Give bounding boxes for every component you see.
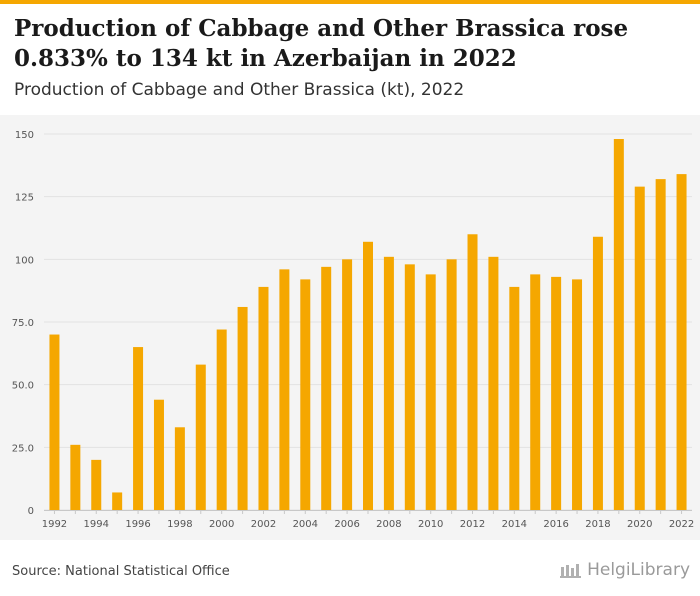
x-tick-label: 1994 (84, 519, 109, 530)
bar-2006 (342, 259, 353, 510)
bar-2000 (216, 329, 227, 510)
bar-2004 (300, 279, 311, 510)
x-tick-label: 1996 (125, 519, 150, 530)
x-tick-label: 2012 (460, 519, 485, 530)
bar-2015 (530, 274, 541, 510)
x-tick-label: 2022 (669, 519, 694, 530)
y-tick-label: 25.0 (12, 443, 34, 454)
bar-1996 (133, 347, 144, 510)
bar-chart: 0 25.0 50.0 75.0 100 125 150 1992 1994 1996 1998 2… (12, 130, 695, 530)
logo-text: HelgiLibrary (587, 560, 690, 580)
x-tick-label: 2002 (251, 519, 276, 530)
bar-1993 (70, 444, 81, 510)
y-tick-label: 100 (15, 255, 34, 266)
bar-2010 (425, 274, 436, 510)
x-tick-label: 2014 (502, 519, 527, 530)
y-tick-label: 150 (15, 130, 34, 141)
helgi-library-logo: HelgiLibrary (560, 560, 690, 580)
y-tick-label: 125 (15, 193, 34, 204)
bar-2016 (551, 276, 562, 510)
bar-1995 (112, 492, 123, 510)
y-tick-labels: 0 25.0 50.0 75.0 100 125 150 (12, 130, 34, 517)
bar-2020 (634, 186, 645, 510)
bar-2013 (488, 256, 499, 510)
bar-2017 (572, 279, 583, 510)
bar-2009 (404, 264, 415, 510)
bar-2002 (258, 286, 269, 510)
x-tick-label: 2018 (585, 519, 610, 530)
bar-2014 (509, 286, 520, 510)
x-tick-label: 1992 (42, 519, 67, 530)
bar-2021 (655, 179, 666, 510)
library-icon (560, 564, 582, 578)
bar-1997 (153, 399, 164, 510)
x-tick-label: 2004 (293, 519, 318, 530)
x-tick-label: 2000 (209, 519, 234, 530)
bar-2003 (279, 269, 290, 510)
source-note: Source: National Statistical Office (12, 564, 230, 579)
y-tick-label: 75.0 (12, 318, 34, 329)
bar-1994 (91, 459, 102, 510)
bars (49, 139, 687, 511)
bar-2005 (321, 266, 332, 510)
bar-2008 (383, 256, 394, 510)
chart-title: Production of Cabbage and Other Brassica… (14, 15, 629, 72)
top-accent-rule (0, 0, 700, 4)
y-tick-label: 0 (28, 506, 34, 517)
bar-2001 (237, 306, 248, 510)
y-tick-label: 50.0 (12, 381, 34, 392)
x-tick-label: 2020 (627, 519, 652, 530)
bar-2018 (592, 236, 603, 511)
bar-2022 (676, 174, 687, 510)
x-tick-label: 2016 (543, 519, 568, 530)
chart-subtitle: Production of Cabbage and Other Brassica… (14, 80, 465, 100)
bar-2007 (363, 241, 373, 510)
bar-1992 (49, 334, 60, 510)
x-tick-label: 2006 (334, 519, 359, 530)
x-tick-label: 2008 (376, 519, 401, 530)
bar-2019 (613, 139, 624, 510)
bar-2011 (446, 259, 457, 510)
x-tick-labels: 1992 1994 1996 1998 2000 2002 2004 2006 2008 2010… (42, 510, 694, 530)
bar-1998 (174, 427, 185, 510)
bar-1999 (195, 364, 206, 510)
x-tick-label: 1998 (167, 519, 192, 530)
bar-2012 (467, 234, 478, 510)
x-tick-label: 2010 (418, 519, 443, 530)
